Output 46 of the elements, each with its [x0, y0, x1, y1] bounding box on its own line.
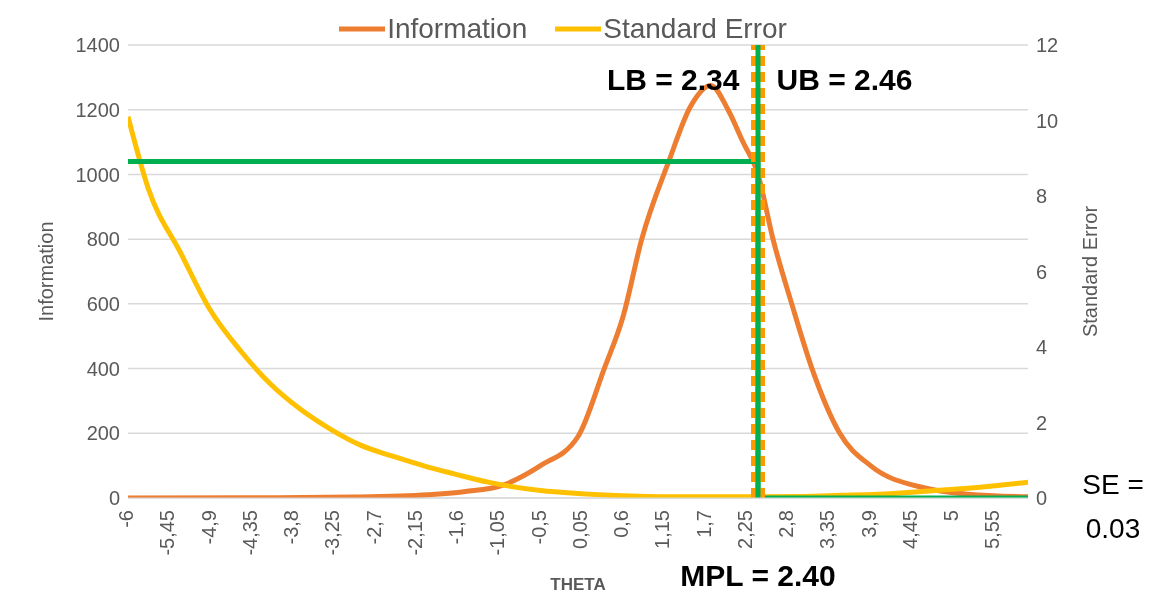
y2-tick-label: 2	[1036, 411, 1048, 434]
x-axis-title: THETA	[550, 575, 606, 594]
ref-line-label: MPL = 2.40	[680, 559, 836, 592]
x-tick-label: 0,6	[610, 510, 633, 538]
y2-tick-label: 10	[1036, 109, 1059, 132]
y2-tick-label: 0	[1036, 487, 1048, 510]
y2-tick-label: 4	[1036, 336, 1048, 359]
x-tick-label: 5	[940, 510, 963, 522]
y-tick-label: 400	[86, 357, 120, 380]
y2-tick-label: 6	[1036, 260, 1048, 283]
x-tick-label: -6	[115, 510, 138, 528]
x-tick-label: -3,25	[321, 510, 344, 556]
y-tick-label: 1000	[75, 163, 120, 186]
y-tick-label: 0	[108, 487, 120, 510]
x-tick-label: 0,05	[568, 510, 591, 549]
x-tick-label: 1,7	[692, 510, 715, 538]
x-tick-label: 2,25	[733, 510, 756, 549]
x-tick-label: -1,6	[445, 510, 468, 545]
x-tick-label: -0,5	[527, 510, 550, 545]
y-tick-label: 1200	[75, 98, 120, 121]
ref-line-label: LB = 2.34	[606, 63, 740, 96]
legend-label: Standard Error	[602, 13, 787, 45]
y-tick-label: 800	[86, 228, 120, 251]
x-tick-label: 3,9	[857, 510, 880, 538]
y-tick-label: 200	[86, 422, 120, 445]
x-tick-label: 5,55	[981, 510, 1004, 549]
x-tick-label: 1,15	[651, 510, 674, 549]
x-tick-label: -4,9	[197, 510, 220, 545]
x-tick-label: -3,8	[280, 510, 303, 545]
y2-tick-label: 12	[1036, 34, 1059, 57]
y2-tick-label: 8	[1036, 185, 1048, 208]
x-tick-label: -2,7	[362, 510, 385, 545]
x-tick-label: 4,45	[898, 510, 921, 549]
x-tick-label: -4,35	[238, 510, 261, 556]
x-tick-label: -1,05	[486, 510, 509, 556]
x-tick-label: 2,8	[775, 510, 798, 538]
x-tick-label: -5,45	[156, 510, 179, 556]
y-tick-label: 1400	[75, 34, 120, 57]
y2-axis-title: Standard Error	[1079, 205, 1102, 338]
x-tick-label: -2,15	[403, 510, 426, 556]
y-tick-label: 600	[86, 292, 120, 315]
text: SE = 0.03	[1081, 468, 1145, 546]
ref-line-label: UB = 2.46	[776, 63, 913, 96]
y-axis-title: Information	[35, 221, 58, 322]
legend-label: Information	[386, 13, 528, 45]
x-tick-label: 3,35	[816, 510, 839, 549]
